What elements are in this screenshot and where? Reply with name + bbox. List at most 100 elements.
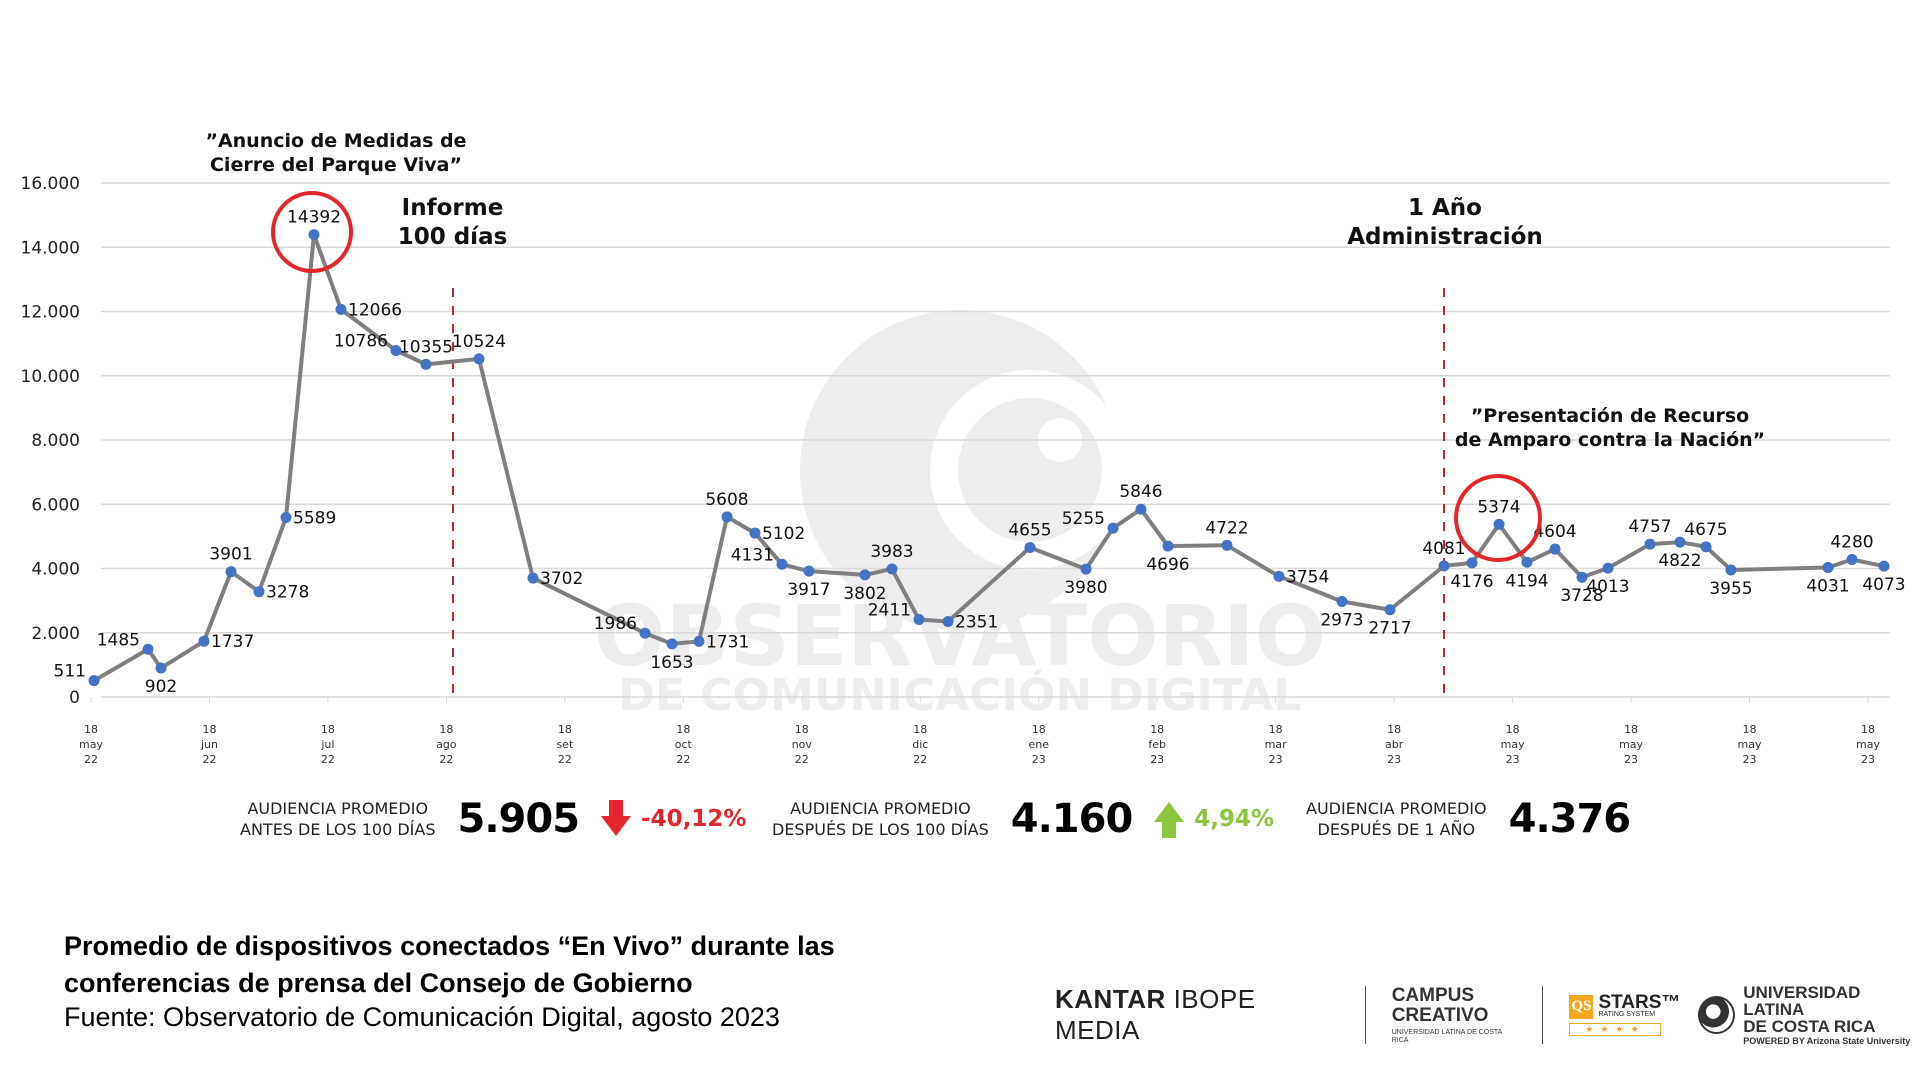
x-tick-label: may (79, 738, 103, 751)
data-label: 4822 (1658, 551, 1701, 571)
x-tick-label: 23 (1032, 753, 1046, 766)
data-label: 2411 (868, 601, 911, 621)
stat-label: AUDIENCIA PROMEDIO ANTES DE LOS 100 DÍAS (240, 798, 436, 840)
x-tick-label: ene (1028, 738, 1049, 751)
y-tick-label: 12.000 (21, 303, 80, 323)
x-tick-label: 22 (439, 753, 453, 766)
x-tick-label: 22 (558, 753, 572, 766)
data-label: 3278 (266, 583, 309, 603)
qs-stars-logo: QS STARS™ RATING SYSTEM ★★★★ (1569, 993, 1680, 1036)
data-point (308, 229, 320, 241)
kantar-rest: IBOPE MEDIA (1055, 984, 1256, 1045)
data-label: 10524 (452, 332, 506, 352)
stat-label-line: AUDIENCIA PROMEDIO (1306, 799, 1487, 818)
kantar-ibope-logo: KANTAR IBOPE MEDIA (1055, 984, 1339, 1046)
data-label: 10786 (334, 331, 388, 351)
x-tick-label: ago (436, 738, 457, 751)
x-tick-label: 18 (676, 723, 690, 736)
data-label: 3980 (1064, 578, 1107, 598)
divider (1542, 986, 1544, 1044)
y-tick-label: 10.000 (21, 367, 80, 387)
data-label: 3917 (787, 580, 830, 600)
x-tick-label: set (556, 738, 573, 751)
qs-sub: RATING SYSTEM (1598, 1011, 1656, 1018)
stat-label: AUDIENCIA PROMEDIO DESPUÉS DE LOS 100 DÍ… (772, 798, 989, 840)
data-point (390, 344, 402, 356)
data-point (1080, 563, 1092, 575)
data-label: 5255 (1062, 509, 1105, 529)
data-label: 12066 (348, 300, 402, 320)
x-tick-label: 18 (1150, 723, 1164, 736)
data-point (1549, 543, 1561, 555)
y-tick-label: 8.000 (31, 431, 80, 451)
data-point (1700, 541, 1712, 553)
x-tick-label: 18 (321, 723, 335, 736)
source-note: Fuente: Observatorio de Comunicación Dig… (64, 1002, 780, 1032)
annotation-amparo: ”Presentación de Recurso de Amparo contr… (1440, 405, 1780, 453)
data-label: 902 (145, 677, 177, 697)
stat-change-value: 4,94% (1194, 806, 1275, 832)
globe-icon (1698, 996, 1736, 1034)
data-point (1878, 560, 1890, 572)
x-tick-label: mar (1265, 738, 1287, 751)
data-label: 4131 (731, 545, 774, 565)
watermark-title: OBSERVATORIO (594, 587, 1326, 685)
highlight-circle-parque-viva (271, 191, 353, 273)
annotation-line: ”Anuncio de Medidas de (205, 130, 467, 152)
annotation-line: Informe (401, 195, 504, 221)
data-label: 4176 (1450, 572, 1493, 592)
data-point (142, 643, 154, 655)
x-tick-label: 18 (913, 723, 927, 736)
data-label: 5374 (1477, 497, 1520, 517)
data-label: 4280 (1830, 533, 1873, 553)
data-point (803, 565, 815, 577)
data-label: 2351 (955, 612, 998, 632)
data-point (527, 572, 539, 584)
data-point (693, 635, 705, 647)
data-point (776, 558, 788, 570)
stat-label: AUDIENCIA PROMEDIO DESPUÉS DE 1 AÑO (1306, 798, 1487, 840)
x-tick-label: may (1619, 738, 1643, 751)
qs-text: STARS™ RATING SYSTEM (1598, 993, 1680, 1019)
sponsor-logos: KANTAR IBOPE MEDIA CAMPUS CREATIVO UNIVE… (1055, 984, 1920, 1046)
data-label: 4194 (1505, 571, 1548, 591)
data-point (1221, 539, 1233, 551)
data-point (942, 615, 954, 627)
data-point (1576, 571, 1588, 583)
y-tick-label: 2.000 (31, 624, 80, 644)
x-tick-label: nov (792, 738, 813, 751)
data-point (155, 662, 167, 674)
data-point (420, 358, 432, 370)
data-label: 4696 (1146, 555, 1189, 575)
stat-before-100-days: AUDIENCIA PROMEDIO ANTES DE LOS 100 DÍAS… (240, 796, 746, 842)
x-tick-label: may (1856, 738, 1880, 751)
annotation-line: 1 Año (1408, 195, 1482, 221)
data-label: 14392 (287, 208, 341, 228)
annotation-line: ”Presentación de Recurso (1470, 405, 1750, 427)
data-point (749, 527, 761, 539)
data-label: 4722 (1205, 518, 1248, 538)
y-tick-label: 4.000 (31, 560, 80, 580)
x-tick-label: 18 (1861, 723, 1875, 736)
stat-value: 4.160 (1010, 796, 1134, 842)
annotation-line: 100 días (397, 223, 508, 250)
data-label: 2717 (1368, 619, 1411, 639)
x-tick-label: oct (675, 738, 693, 751)
annotation-line: de Amparo contra la Nación” (1454, 428, 1766, 451)
data-label: 1986 (594, 614, 637, 634)
data-point (1024, 541, 1036, 553)
data-point (1602, 562, 1614, 574)
data-label: 1653 (650, 653, 693, 673)
data-point (1846, 554, 1858, 566)
data-point (859, 569, 871, 581)
star-rating-icon: ★★★★ (1569, 1023, 1662, 1036)
y-tick-label: 16.000 (21, 174, 80, 194)
chart-title: Promedio de dispositivos conectados “En … (64, 931, 835, 998)
x-tick-label: dic (912, 738, 928, 751)
y-axis: 0 2.000 4.000 6.000 8.000 10.000 12.000 14.000 1… (21, 174, 80, 708)
x-tick-label: 22 (676, 753, 690, 766)
stat-change: 4,94% (1154, 802, 1275, 838)
kantar-bold: KANTAR (1055, 984, 1166, 1014)
stat-label-line: ANTES DE LOS 100 DÍAS (240, 820, 436, 839)
data-point (666, 638, 678, 650)
